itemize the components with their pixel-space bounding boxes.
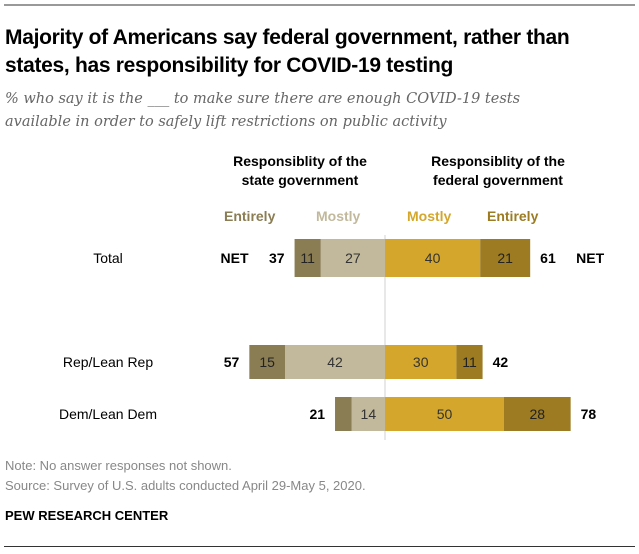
bar-label-federal-mostly: 40 — [425, 250, 441, 266]
bar-state-entirely — [335, 397, 352, 431]
subtitle-line-1: % who say it is the ___ to make sure the… — [5, 91, 521, 107]
net-state-value: 37 — [269, 250, 285, 266]
bar-label-federal-mostly: 30 — [413, 354, 429, 370]
legend-federal-mostly: Mostly — [407, 208, 452, 224]
bar-label-state-mostly: 42 — [327, 354, 343, 370]
net-label-federal: NET — [576, 250, 604, 266]
state-header-line-1: Responsiblity of the — [233, 153, 367, 169]
bar-label-federal-mostly: 50 — [437, 406, 453, 422]
legend-state-entirely: Entirely — [224, 208, 276, 224]
bar-state-entirely — [249, 345, 286, 379]
bar-federal-mostly — [385, 345, 457, 379]
legend-state-mostly: Mostly — [316, 208, 361, 224]
bar-federal-entirely — [504, 397, 571, 431]
note: Note: No answer responses not shown. — [5, 458, 232, 473]
bar-label-state-mostly: 14 — [361, 406, 377, 422]
bar-federal-entirely — [480, 239, 531, 277]
net-state-value: 57 — [224, 354, 240, 370]
bar-label-federal-entirely: 21 — [497, 250, 513, 266]
bar-label-state-entirely: 11 — [300, 250, 315, 266]
bar-label-federal-entirely: 11 — [462, 354, 477, 370]
category-label-total: Total — [93, 250, 123, 266]
bottom-rule — [4, 546, 635, 547]
bar-label-state-mostly: 27 — [345, 250, 361, 266]
brand-logo-text: PEW RESEARCH CENTER — [5, 508, 169, 523]
bar-federal-mostly — [385, 239, 481, 277]
source: Source: Survey of U.S. adults conducted … — [5, 478, 366, 493]
category-label-rep-lean-rep: Rep/Lean Rep — [63, 354, 154, 370]
federal-header: Responsiblity of the federal government — [398, 152, 598, 190]
top-rule — [4, 4, 635, 6]
net-federal-value: 61 — [540, 250, 556, 266]
legend-federal-entirely: Entirely — [487, 208, 539, 224]
federal-header-line-2: federal government — [433, 172, 563, 188]
bar-state-mostly — [351, 397, 385, 431]
net-label-state: NET — [221, 250, 249, 266]
chart-subtitle: % who say it is the ___ to make sure the… — [5, 88, 635, 134]
bar-federal-entirely — [456, 345, 483, 379]
subtitle-line-2: available in order to safely lift restri… — [5, 114, 447, 130]
federal-header-line-1: Responsiblity of the — [431, 153, 565, 169]
bar-federal-mostly — [385, 397, 504, 431]
state-header: Responsiblity of the state government — [200, 152, 400, 190]
chart-title: Majority of Americans say federal govern… — [5, 26, 570, 77]
bar-state-mostly — [320, 239, 385, 277]
bar-state-entirely — [294, 239, 321, 277]
bar-state-mostly — [285, 345, 385, 379]
net-federal-value: 42 — [493, 354, 509, 370]
net-state-value: 21 — [309, 406, 325, 422]
state-header-line-2: state government — [241, 172, 359, 188]
net-federal-value: 78 — [581, 406, 597, 422]
category-label-dem-lean-dem: Dem/Lean Dem — [59, 406, 157, 422]
bar-label-federal-entirely: 28 — [530, 406, 546, 422]
bar-label-state-entirely: 15 — [259, 354, 275, 370]
